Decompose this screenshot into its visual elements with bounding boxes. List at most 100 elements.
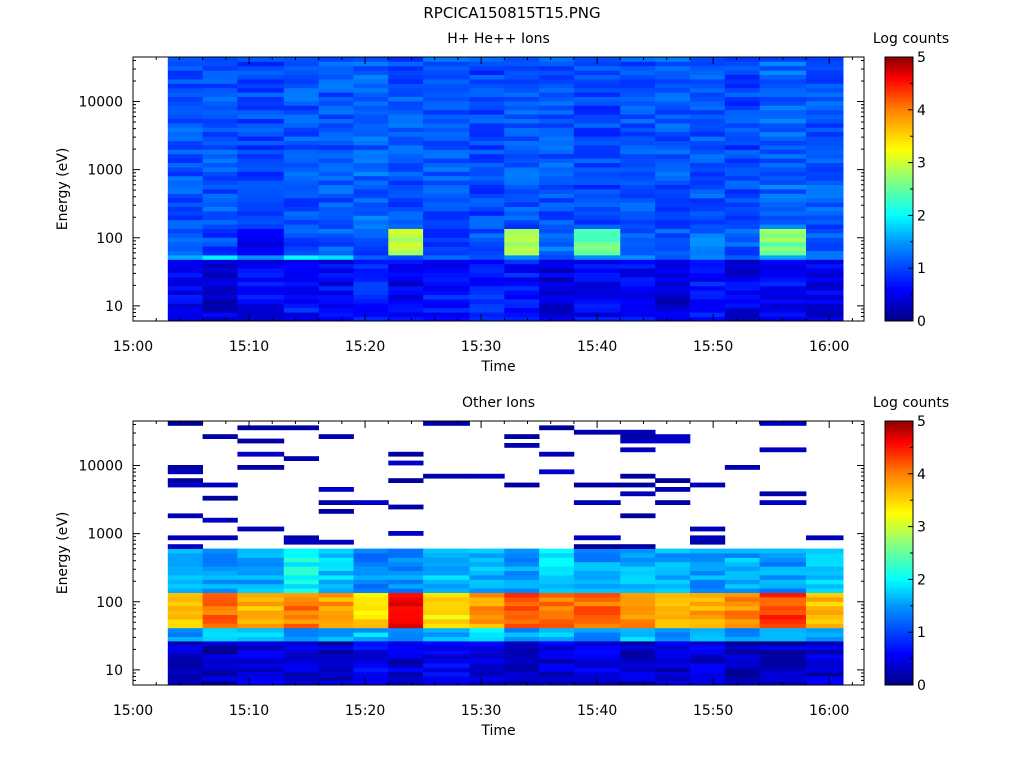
heatmap-cell: [539, 645, 575, 651]
plot-frame: [132, 56, 865, 322]
heatmap-cell: [237, 202, 285, 207]
heatmap-cell: [469, 614, 505, 620]
heatmap-cell: [573, 654, 621, 659]
heatmap-cell: [620, 87, 656, 93]
colorbar-segment: [885, 597, 913, 601]
heatmap-cell: [423, 61, 470, 67]
heatmap-cell: [539, 548, 575, 554]
heatmap-cell: [318, 680, 354, 686]
heatmap-cell: [539, 451, 575, 457]
heatmap-cell: [202, 272, 238, 278]
heatmap-cell: [237, 263, 285, 269]
heatmap-cell: [620, 101, 656, 106]
heatmap-cell: [353, 206, 389, 212]
heatmap-cell: [353, 197, 389, 203]
heatmap-cell: [388, 561, 424, 567]
heatmap-cell: [759, 614, 807, 620]
heatmap-cell: [724, 605, 760, 611]
heatmap-cell: [724, 57, 760, 62]
heatmap-cell: [423, 636, 470, 642]
colorbar-segment: [885, 239, 913, 243]
heatmap-cell: [620, 92, 656, 97]
heatmap-cell: [539, 561, 575, 567]
heatmap-cell: [469, 145, 505, 150]
heatmap-cell: [469, 250, 505, 256]
heatmap-cell: [724, 105, 760, 111]
heatmap-cell: [283, 535, 319, 541]
heatmap-cell: [504, 206, 540, 212]
heatmap-cell: [202, 671, 238, 677]
heatmap-cell: [539, 667, 575, 673]
heatmap-cell: [690, 224, 726, 229]
heatmap-cell: [620, 246, 656, 251]
heatmap-cell: [167, 101, 203, 106]
heatmap-cell: [690, 526, 726, 532]
heatmap-cell: [806, 259, 844, 265]
heatmap-cell: [620, 149, 656, 155]
heatmap-cell: [237, 610, 285, 615]
heatmap-cell: [573, 79, 621, 84]
colorbar-segment: [885, 605, 913, 609]
heatmap-cell: [573, 219, 621, 225]
heatmap-cell: [620, 434, 656, 439]
heatmap-cell: [423, 193, 470, 199]
heatmap-cell: [388, 268, 424, 273]
heatmap-cell: [388, 294, 424, 300]
heatmap-cell: [690, 136, 726, 141]
heatmap-cell: [806, 193, 844, 199]
colorbar-segment: [885, 550, 913, 554]
heatmap-cell: [573, 167, 621, 172]
heatmap-cell: [283, 539, 319, 545]
heatmap-cell: [759, 263, 807, 269]
colorbar-segment: [885, 70, 913, 74]
heatmap-cell: [283, 548, 319, 554]
heatmap-cell: [388, 478, 424, 483]
heatmap-cell: [423, 74, 470, 80]
heatmap-cell: [353, 583, 389, 589]
heatmap-cell: [724, 601, 760, 607]
colorbar-segment: [885, 521, 913, 525]
heatmap-cell: [318, 312, 354, 317]
heatmap-cell: [167, 263, 203, 269]
heatmap-cell: [469, 583, 505, 589]
colorbar-segment: [885, 78, 913, 82]
heatmap-cell: [539, 425, 575, 431]
heatmap-cell: [202, 268, 238, 273]
heatmap-cell: [655, 610, 691, 615]
heatmap-cell: [423, 272, 470, 278]
heatmap-cell: [167, 614, 203, 620]
heatmap-cell: [724, 246, 760, 251]
heatmap-cell: [283, 184, 319, 190]
heatmap-cell: [759, 601, 807, 607]
heatmap-cell: [724, 316, 760, 322]
heatmap-cell: [504, 167, 540, 172]
colorbar-segment: [885, 286, 913, 290]
heatmap-cell: [724, 118, 760, 124]
colorbar-segment: [885, 518, 913, 522]
heatmap-cell: [539, 189, 575, 194]
heatmap-cell: [690, 175, 726, 181]
heatmap-cell: [620, 202, 656, 207]
heatmap-cell: [318, 676, 354, 681]
heatmap-cell: [353, 215, 389, 221]
heatmap-cell: [353, 65, 389, 71]
heatmap-cell: [806, 92, 844, 97]
heatmap-cell: [690, 641, 726, 646]
heatmap-cell: [353, 57, 389, 62]
heatmap-cell: [504, 127, 540, 133]
heatmap-cell: [237, 180, 285, 185]
heatmap-cell: [573, 131, 621, 137]
heatmap-cell: [283, 162, 319, 168]
heatmap-cell: [167, 131, 203, 137]
heatmap-cell: [724, 654, 760, 659]
heatmap-cell: [388, 101, 424, 106]
heatmap-cell: [353, 255, 389, 260]
colorbar-segment: [885, 178, 913, 182]
heatmap-cell: [724, 680, 760, 686]
heatmap-cell: [167, 167, 203, 172]
heatmap-cell: [167, 478, 203, 483]
colorbar-segment: [885, 608, 913, 612]
heatmap-cell: [388, 303, 424, 309]
heatmap-cell: [318, 307, 354, 313]
heatmap-cell: [388, 131, 424, 137]
